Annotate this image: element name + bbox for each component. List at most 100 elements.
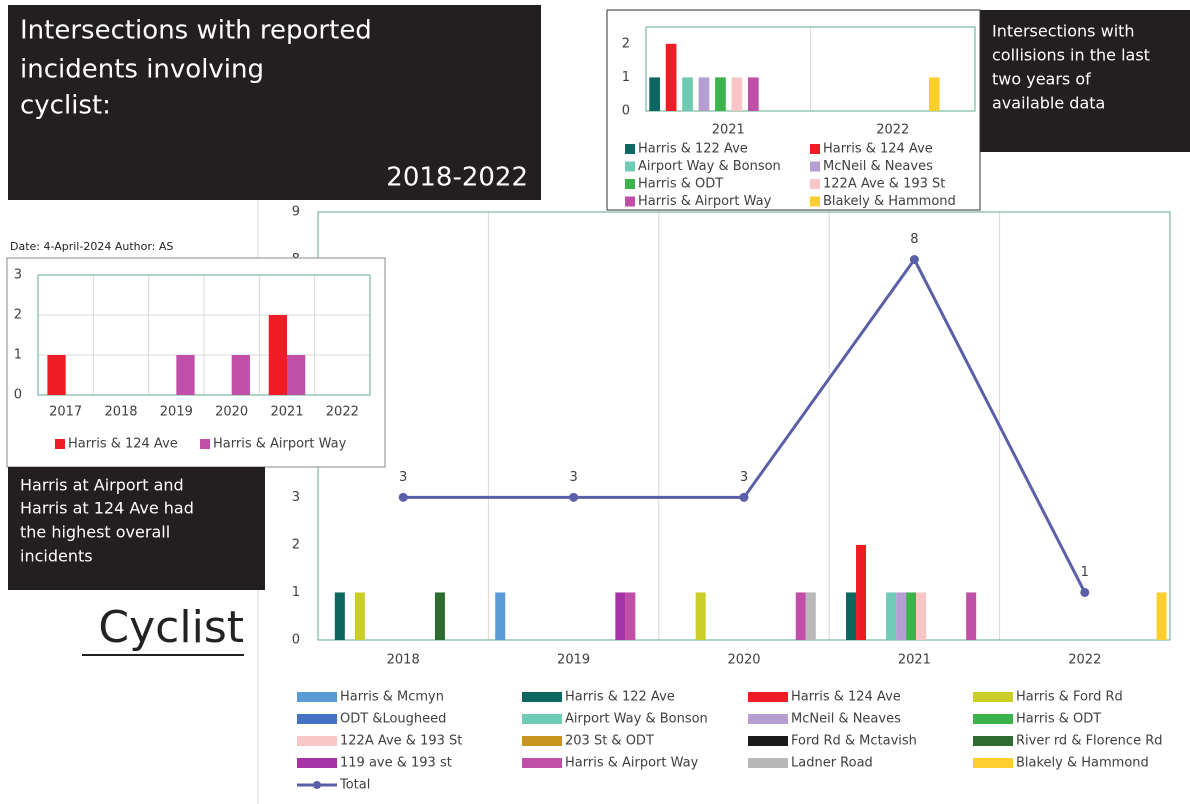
side-note-line: collisions in the last <box>992 46 1150 65</box>
bar <box>966 592 977 640</box>
legend-swatch <box>625 161 635 172</box>
x-tick-label: 2020 <box>727 653 760 668</box>
legend-label: Harris & Airport Way <box>213 437 347 452</box>
data-label: 3 <box>399 470 407 485</box>
marker <box>739 492 749 502</box>
x-tick-label: 2019 <box>160 405 193 420</box>
plot-border <box>317 211 1171 641</box>
title-box: Intersections with reported incidents in… <box>8 5 541 200</box>
y-tick-label: 3 <box>292 490 300 505</box>
bar <box>231 355 250 395</box>
bar <box>805 592 816 640</box>
legend-swatch <box>522 714 562 724</box>
legend-label: Ladner Road <box>791 756 873 771</box>
section-title: Cyclist <box>98 602 244 653</box>
data-label: 3 <box>569 470 577 485</box>
y-tick-label: 9 <box>292 205 300 220</box>
legend-label: Harris & ODT <box>638 177 723 192</box>
bar <box>625 592 636 640</box>
bar <box>886 592 897 640</box>
legend-swatch <box>297 714 337 724</box>
legend-label: Harris & 124 Ave <box>68 437 178 452</box>
note-line: Harris at 124 Ave had <box>20 499 194 518</box>
x-tick-label: 2020 <box>215 405 248 420</box>
title-line: Intersections with reported <box>20 16 372 46</box>
legend-swatch <box>55 439 65 449</box>
bar <box>916 592 927 640</box>
title-line: incidents involving <box>20 55 264 85</box>
bar <box>1156 592 1167 640</box>
legend-label: Harris & Mcmyn <box>340 690 444 705</box>
legend-label: Blakely & Hammond <box>1016 756 1149 771</box>
x-tick-label: 2018 <box>387 653 420 668</box>
recent-chart: 0 1 2 2021 2022 Harris & 122 Ave Harris & 124 … <box>606 9 981 211</box>
legend-swatch <box>810 161 820 172</box>
history-chart: 0 1 2 3 2017 2018 2019 2020 2021 2022 Harris & 124… <box>6 257 386 468</box>
bar <box>434 592 445 640</box>
bar <box>176 355 195 395</box>
bar <box>268 315 287 395</box>
x-tick-label: 2019 <box>557 653 590 668</box>
side-note-box: Intersections with collisions in the las… <box>980 10 1190 152</box>
bar <box>334 592 345 640</box>
legend-label: ODT &Lougheed <box>340 712 446 727</box>
legend-swatch <box>810 196 820 207</box>
legend-swatch <box>625 179 635 189</box>
x-tick-label: 2022 <box>1068 653 1101 668</box>
legend-label: 122A Ave & 193 St <box>340 734 462 749</box>
y-tick-label: 0 <box>622 104 630 119</box>
bar <box>287 355 306 395</box>
bar <box>695 592 706 640</box>
x-tick-label: 2022 <box>876 123 909 138</box>
data-label: 8 <box>910 232 918 247</box>
y-tick-label: 1 <box>14 348 22 363</box>
bar <box>682 77 693 111</box>
period: 2018-2022 <box>386 163 528 193</box>
legend-label: Harris & ODT <box>1016 712 1101 727</box>
legend-label: Blakely & Hammond <box>823 194 956 209</box>
bar <box>846 592 857 640</box>
note-box: Harris at Airport and Harris at 124 Ave … <box>8 467 265 590</box>
marker <box>1080 587 1090 597</box>
legend-label: River rd & Florence Rd <box>1016 734 1163 749</box>
bar <box>495 592 506 640</box>
y-tick-label: 0 <box>14 388 22 403</box>
legend-swatch <box>522 758 562 768</box>
bar <box>665 43 677 111</box>
side-note-line: available data <box>992 94 1105 113</box>
marker <box>569 492 579 502</box>
legend-label: Harris & 122 Ave <box>565 690 675 705</box>
legend-label: Harris & 124 Ave <box>791 690 901 705</box>
bar <box>928 77 940 111</box>
plot-border <box>37 274 371 396</box>
note-line: Harris at Airport and <box>20 476 184 495</box>
legend-swatch <box>200 439 210 449</box>
legend-swatch <box>748 758 788 768</box>
y-tick-label: 3 <box>14 268 22 283</box>
legend-swatch <box>625 144 635 154</box>
x-tick-label: 2017 <box>49 405 82 420</box>
legend-swatch <box>748 692 788 702</box>
legend-label: 122A Ave & 193 St <box>823 177 945 192</box>
y-tick-label: 0 <box>292 633 300 648</box>
legend-label: McNeil & Neaves <box>823 159 933 174</box>
side-note-background <box>980 10 1190 152</box>
y-tick-label: 1 <box>292 585 300 600</box>
bar <box>615 592 626 640</box>
data-label: 1 <box>1081 565 1089 580</box>
bar <box>856 544 867 640</box>
note-line: the highest overall <box>20 523 170 542</box>
legend-label: Harris & Airport Way <box>638 194 772 209</box>
legend-label: Ford Rd & Mctavish <box>791 734 917 749</box>
bar <box>715 77 726 111</box>
x-tick-label: 2018 <box>104 405 137 420</box>
meta: Date: 4-April-2024 Author: AS <box>10 240 173 253</box>
bar <box>649 77 660 111</box>
legend-label: Harris & 122 Ave <box>638 142 748 157</box>
x-tick-label: 2021 <box>898 653 931 668</box>
legend-label: 119 ave & 193 st <box>340 756 452 771</box>
legend-swatch <box>297 736 337 746</box>
legend-swatch <box>748 736 788 746</box>
legend-label: Total <box>339 778 370 793</box>
main-chart: 01234567892018201920202021202233381Harri… <box>292 205 1171 793</box>
